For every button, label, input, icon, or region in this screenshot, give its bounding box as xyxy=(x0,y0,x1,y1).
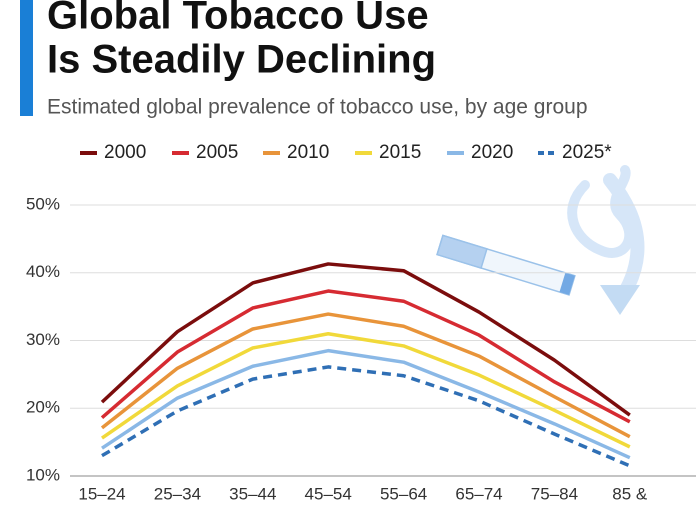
x-tick-label: 25–34 xyxy=(154,484,201,503)
x-tick-label: 75–84 xyxy=(531,484,578,503)
legend-label: 2015 xyxy=(379,142,421,163)
legend-label: 2000 xyxy=(104,142,146,163)
x-tick-label: 35–44 xyxy=(229,484,276,503)
legend-label: 2025* xyxy=(562,142,612,163)
y-tick-label: 30% xyxy=(26,330,60,349)
line-series xyxy=(101,348,631,460)
legend-label: 2005 xyxy=(196,142,238,163)
x-tick-label: 65–74 xyxy=(455,484,502,503)
x-tick-label: 45–54 xyxy=(305,484,352,503)
y-tick-label: 10% xyxy=(26,465,60,484)
y-tick-label: 50% xyxy=(26,194,60,213)
x-tick-label: 85 & xyxy=(612,484,648,503)
line-series xyxy=(100,312,631,439)
legend-label: 2020 xyxy=(471,142,513,163)
line-series xyxy=(100,262,631,417)
chart-title: Global Tobacco Use xyxy=(47,0,429,38)
y-tick-label: 20% xyxy=(26,398,60,417)
line-series xyxy=(100,289,631,424)
cigarette-illustration xyxy=(436,165,645,315)
line-series xyxy=(101,365,631,468)
x-tick-label: 55–64 xyxy=(380,484,427,503)
y-tick-label: 40% xyxy=(26,262,60,281)
accent-bar xyxy=(20,0,33,116)
legend-label: 2010 xyxy=(287,142,329,163)
chart-subtitle: Estimated global prevalence of tobacco u… xyxy=(47,96,588,119)
chart-title: Is Steadily Declining xyxy=(47,38,436,82)
x-tick-label: 15–24 xyxy=(78,484,125,503)
line-series xyxy=(101,331,631,449)
